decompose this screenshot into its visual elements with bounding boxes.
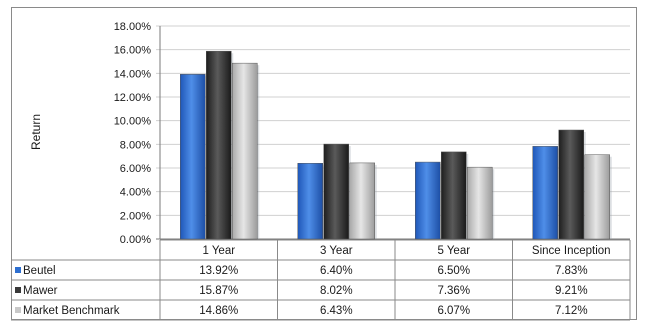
legend-swatch (15, 287, 21, 293)
x-category-label: 3 Year (320, 245, 353, 257)
bar-beutel (180, 74, 206, 240)
bar-mawer (441, 151, 467, 240)
data-table: 1 Year 3 Year 5 Year Since Inception Beutel 1… (11, 239, 631, 321)
data-label: 8.02% (320, 285, 353, 297)
data-label: 14.86% (199, 305, 238, 317)
data-label: 6.40% (320, 265, 353, 277)
y-tick-label: 18.00% (114, 21, 152, 33)
data-label: 7.36% (437, 285, 470, 297)
y-tick-label: 14.00% (114, 68, 152, 80)
bar-market-benchmark (349, 162, 375, 240)
y-axis-label: Return (29, 114, 43, 150)
cropped-chart-title (0, 0, 648, 7)
bar-market-benchmark (232, 62, 258, 240)
y-tick-label: 8.00% (120, 139, 151, 151)
legend-swatch (15, 307, 21, 313)
x-category-label: Since Inception (532, 245, 611, 257)
y-tick-label: 6.00% (120, 163, 151, 175)
bar-mawer (206, 50, 232, 240)
x-category-label: 1 Year (202, 245, 235, 257)
bar-mawer (558, 129, 584, 240)
data-label: 6.43% (320, 305, 353, 317)
bar-market-benchmark (584, 154, 610, 240)
bar-beutel (532, 146, 558, 240)
y-tick-label: 4.00% (120, 187, 151, 199)
bars (180, 50, 612, 240)
y-tick-label: 2.00% (120, 210, 151, 222)
legend-series-name: Beutel (23, 265, 56, 277)
data-label: 7.12% (555, 305, 588, 317)
legend-swatch (15, 267, 21, 273)
bar-market-benchmark (467, 166, 493, 240)
data-label: 15.87% (199, 285, 238, 297)
y-tick-label: 16.00% (114, 45, 152, 57)
data-label: 7.83% (555, 265, 588, 277)
y-tick-label: 10.00% (114, 116, 152, 128)
bar-beutel (415, 161, 441, 240)
y-tick-label: 12.00% (114, 92, 152, 104)
y-axis-ticks: 0.00% 2.00% 4.00% 6.00% 8.00% 10.00% 12.00% 14.… (114, 21, 152, 246)
data-label: 6.07% (437, 305, 470, 317)
x-category-label: 5 Year (437, 245, 470, 257)
legend-series-name: Market Benchmark (23, 305, 120, 317)
bar-beutel (297, 163, 323, 240)
legend-series-name: Mawer (23, 285, 58, 297)
data-label: 13.92% (199, 265, 238, 277)
data-label: 6.50% (437, 265, 470, 277)
bar-mawer (323, 143, 349, 240)
y-tick-label: 0.00% (120, 234, 151, 246)
data-label: 9.21% (555, 285, 588, 297)
